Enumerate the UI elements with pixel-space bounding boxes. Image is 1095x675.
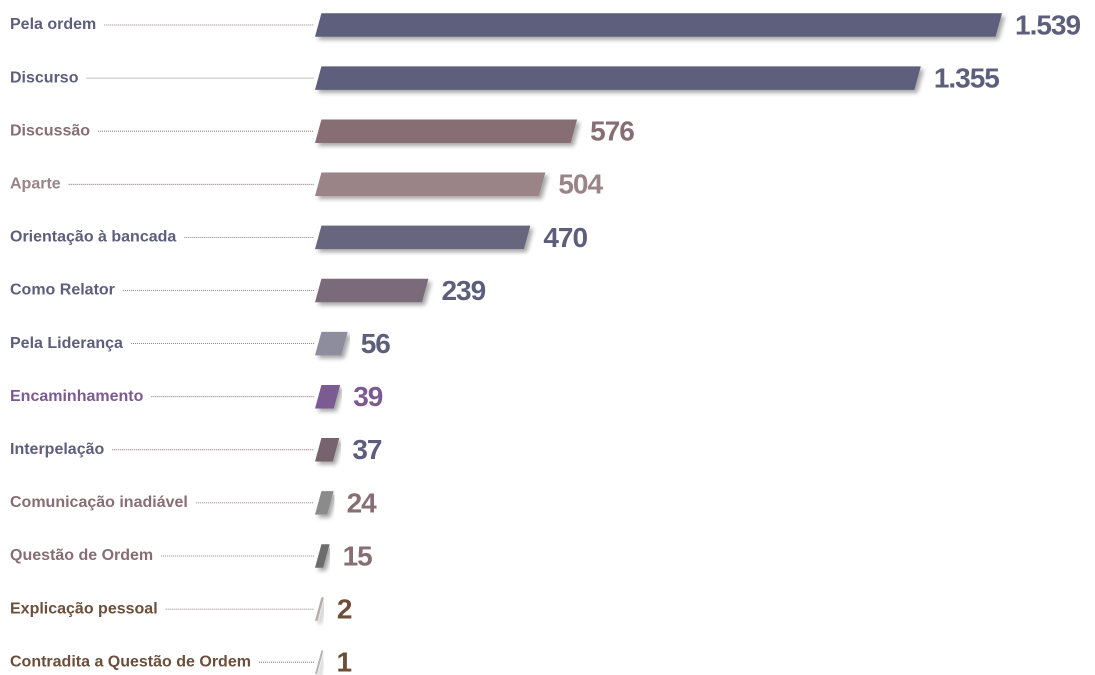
category-label: Orientação à bancada xyxy=(10,229,176,246)
category-label: Comunicação inadiável xyxy=(10,494,188,511)
bar xyxy=(315,650,324,674)
bar xyxy=(315,225,531,250)
bar xyxy=(315,438,340,462)
bar xyxy=(315,597,324,621)
category-label: Discurso xyxy=(10,69,79,86)
value-label: 504 xyxy=(558,169,603,200)
category-label: Discussão xyxy=(10,122,90,139)
bar xyxy=(315,384,341,409)
value-label: 1.539 xyxy=(1015,9,1080,40)
category-label: Questão de Ordem xyxy=(10,547,153,564)
category-label: Contradita a Questão de Ordem xyxy=(10,653,251,670)
bar xyxy=(315,278,429,303)
category-label: Explicação pessoal xyxy=(10,600,158,617)
bar xyxy=(315,544,330,568)
value-label: 470 xyxy=(543,222,587,253)
category-label: Como Relator xyxy=(10,282,115,299)
value-label: 1.355 xyxy=(934,62,999,93)
bar xyxy=(315,172,546,197)
value-label: 576 xyxy=(590,116,634,147)
value-label: 1 xyxy=(336,647,351,675)
category-label: Pela Liderança xyxy=(10,335,123,352)
category-label: Aparte xyxy=(10,176,61,193)
category-label: Interpelação xyxy=(10,441,104,458)
bar xyxy=(315,13,1002,37)
value-label: 56 xyxy=(361,328,391,359)
value-label: 37 xyxy=(352,434,382,465)
value-label: 39 xyxy=(353,381,383,412)
category-label: Encaminhamento xyxy=(10,388,144,405)
bar xyxy=(315,66,921,90)
value-label: 239 xyxy=(441,275,485,306)
value-label: 15 xyxy=(343,540,373,571)
value-label: 2 xyxy=(337,593,352,624)
value-label: 24 xyxy=(347,487,378,518)
bar xyxy=(315,331,348,356)
bar xyxy=(315,491,334,515)
category-label: Pela ordem xyxy=(10,16,96,33)
bar xyxy=(315,119,578,143)
